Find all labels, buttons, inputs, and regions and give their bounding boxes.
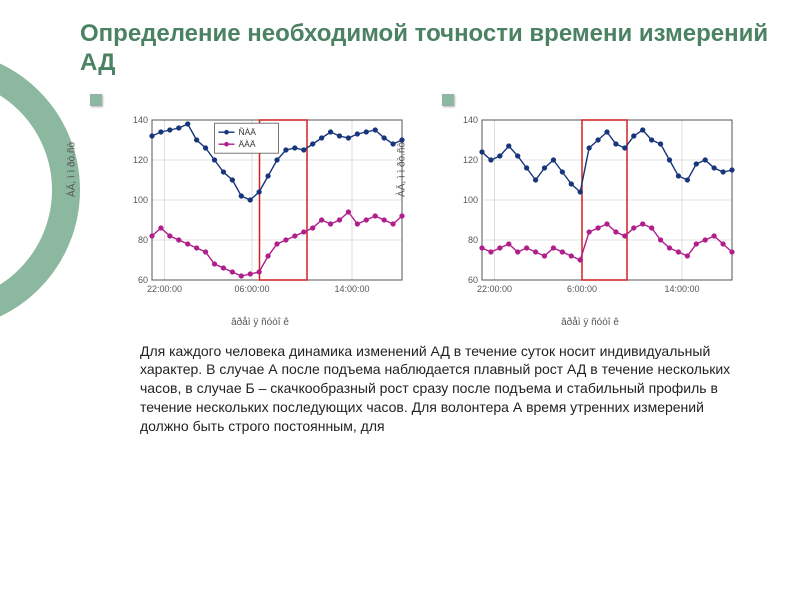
charts-container: 608010012014022:00:0006:00:0014:00:00ÑÀÄ… [80,110,770,328]
chart-b: 608010012014022:00:006:00:0014:00:00 ÀÄ,… [440,110,740,328]
svg-text:14:00:00: 14:00:00 [334,284,369,294]
page-title: Определение необходимой точности времени… [80,20,770,78]
chart-a-svg: 608010012014022:00:0006:00:0014:00:00ÑÀÄ… [110,110,410,310]
svg-text:80: 80 [468,235,478,245]
svg-text:100: 100 [463,195,478,205]
svg-text:100: 100 [133,195,148,205]
chart-a: 608010012014022:00:0006:00:0014:00:00ÑÀÄ… [110,110,410,328]
svg-text:140: 140 [133,115,148,125]
svg-text:ÑÀÄ: ÑÀÄ [239,127,257,137]
chart-a-ylabel: ÀÄ, ì ì ðò.ñò [67,142,78,197]
svg-text:80: 80 [138,235,148,245]
bullet-icon [90,94,102,106]
svg-text:120: 120 [463,155,478,165]
description-text: Для каждого человека динамика изменений … [140,342,740,436]
chart-b-svg: 608010012014022:00:006:00:0014:00:00 [440,110,740,310]
svg-text:22:00:00: 22:00:00 [147,284,182,294]
slide-content: Определение необходимой точности времени… [0,0,800,446]
svg-text:ÄÀÄ: ÄÀÄ [239,139,256,149]
svg-text:14:00:00: 14:00:00 [664,284,699,294]
chart-b-xlabel: âðåì ÿ ñóòî ê [440,317,740,328]
svg-text:140: 140 [463,115,478,125]
bullet-icon [442,94,454,106]
svg-text:06:00:00: 06:00:00 [234,284,269,294]
svg-text:6:00:00: 6:00:00 [567,284,597,294]
chart-a-xlabel: âðåì ÿ ñóòî ê [110,317,410,328]
chart-b-ylabel: ÀÄ, ì ì ðò.ñò [397,142,408,197]
svg-text:22:00:00: 22:00:00 [477,284,512,294]
svg-text:120: 120 [133,155,148,165]
bullet-row [80,94,770,106]
